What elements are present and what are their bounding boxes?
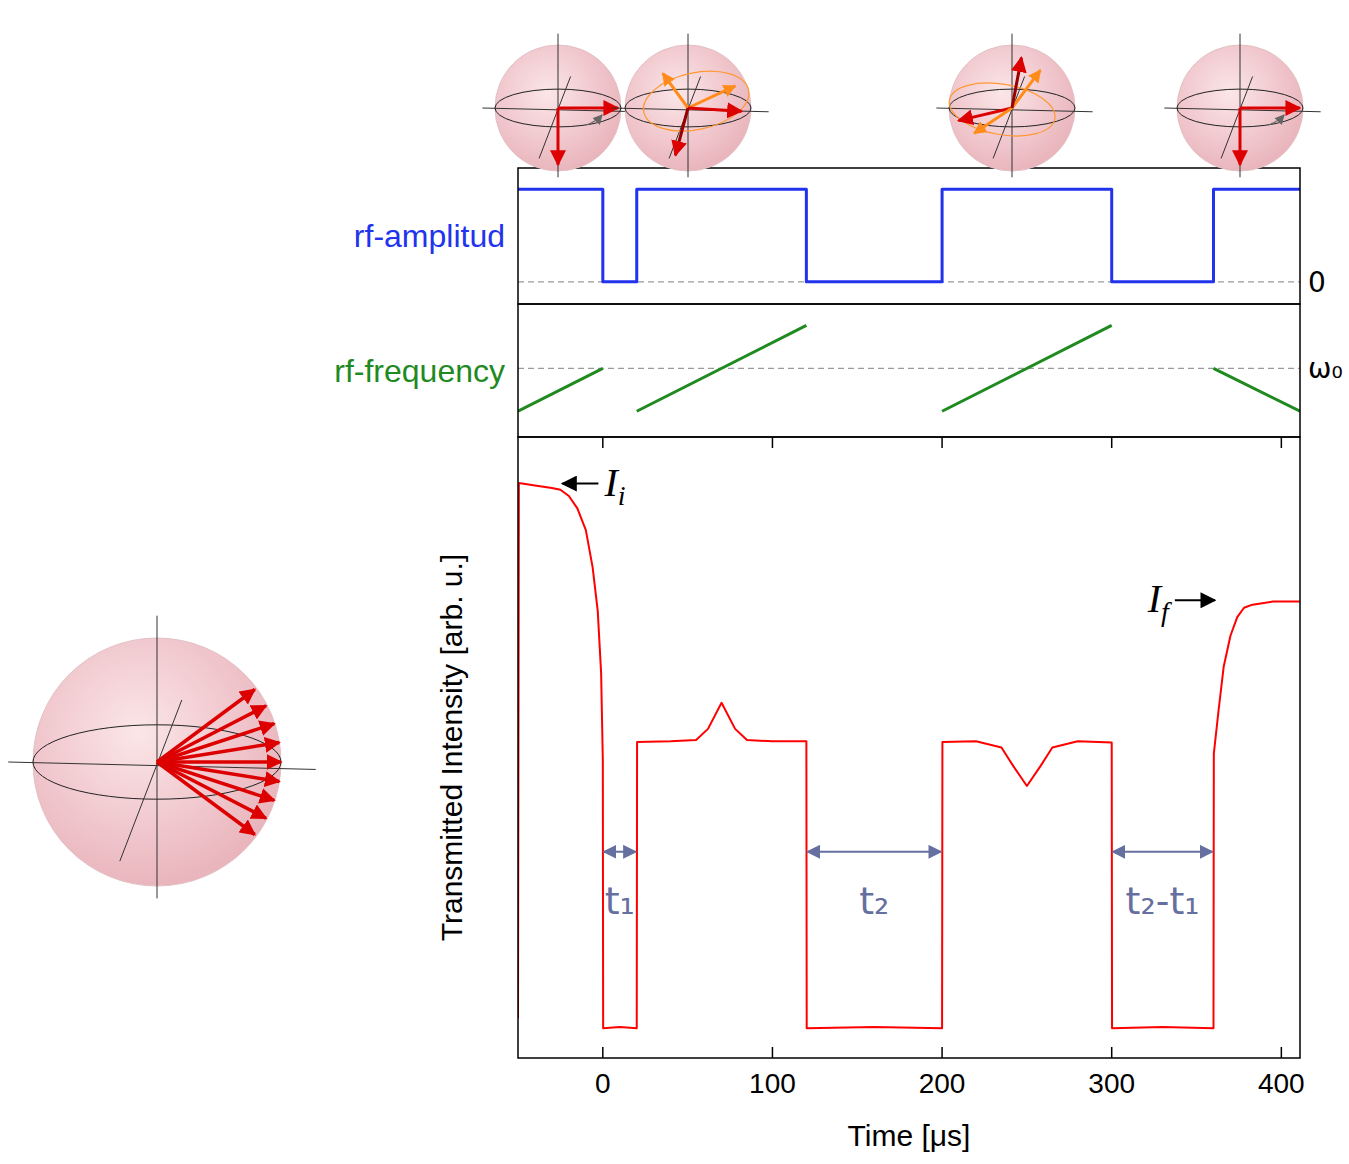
annotation-label: Ii [603, 460, 625, 511]
spin-vector [157, 762, 274, 800]
spin-vector [1239, 108, 1242, 165]
x-tick-top [1281, 437, 1283, 448]
time-span-arrow [807, 851, 941, 853]
spin-vector [688, 86, 735, 108]
sphere-axis [612, 108, 768, 112]
plot-area [518, 483, 1300, 1028]
panel-frame [518, 437, 1300, 1058]
y-tick-label: 0 [1308, 266, 1326, 299]
annotation-sub: i [618, 480, 626, 511]
y-axis-title: rf-amplitud [354, 218, 505, 254]
x-tick-top [772, 437, 774, 448]
plot-area [518, 325, 1300, 411]
bloch-sphere [482, 34, 638, 178]
panel-frame [518, 168, 1300, 304]
sphere-axis [120, 700, 182, 861]
data-line [518, 189, 1300, 282]
spin-vector [675, 108, 688, 155]
bloch-sphere [8, 616, 316, 899]
sphere-axis [1221, 77, 1253, 159]
spin-vector [557, 108, 560, 165]
figure: rf-amplitud 0 rf-frequency ω₀ Transmitted In… [0, 0, 1349, 1164]
annotation-sub: f [1161, 596, 1172, 627]
x-axis-title: Time [μs] [848, 1119, 971, 1152]
bloch-sphere [1164, 34, 1320, 178]
time-span-label: t₁ [605, 879, 635, 923]
x-tick [1111, 1047, 1113, 1058]
x-tick-label: 0 [595, 1068, 611, 1099]
spin-vector [157, 743, 279, 762]
x-tick-label: 400 [1258, 1068, 1305, 1099]
spin-vector [157, 762, 255, 835]
sphere-axis [1164, 108, 1320, 112]
annotation-arrow [1175, 599, 1215, 601]
time-span-label: t₂ [859, 879, 889, 923]
sphere-axis [539, 77, 571, 159]
spin-vector [974, 108, 1012, 133]
sphere-axis [936, 108, 1092, 112]
spin-vector [663, 73, 688, 108]
plot-area [518, 189, 1300, 282]
trajectory [945, 75, 1059, 143]
spin-vector [1012, 58, 1021, 108]
trajectory [638, 62, 755, 140]
grid-line [518, 368, 1300, 369]
x-tick-top [941, 437, 943, 448]
precession-arrow [586, 115, 602, 125]
panel-frame [518, 304, 1300, 437]
annotation-label: If [1147, 576, 1172, 627]
x-tick-top [602, 437, 604, 448]
sphere-axis [558, 34, 559, 178]
x-tick-top [1111, 437, 1113, 448]
x-tick [602, 1047, 604, 1058]
precession-arrow [1268, 115, 1284, 125]
annotation-arrow [562, 483, 598, 485]
sphere-axis [1240, 34, 1241, 178]
x-tick-label: 100 [749, 1068, 796, 1099]
x-tick [772, 1047, 774, 1058]
time-span-label: t₂-t₁ [1126, 879, 1200, 923]
y-tick-label: ω₀ [1308, 352, 1343, 385]
x-tick [1281, 1047, 1283, 1058]
bloch-sphere [936, 34, 1092, 178]
data-line [518, 483, 1300, 1028]
y-axis-title: Transmitted Intensity [arb. u.] [435, 554, 468, 941]
y-axis-title: rf-frequency [334, 353, 505, 389]
time-span-arrow [604, 851, 636, 853]
spin-vector [157, 689, 255, 762]
bloch-sphere [612, 34, 768, 178]
x-tick-label: 200 [919, 1068, 966, 1099]
time-span-arrow [1113, 851, 1213, 853]
spin-vector [157, 762, 266, 818]
sphere-axis [157, 616, 158, 899]
x-tick [941, 1047, 943, 1058]
x-tick-label: 300 [1088, 1068, 1135, 1099]
spin-vector [558, 107, 618, 110]
spin-vector [1240, 107, 1300, 110]
spin-vector [688, 108, 742, 111]
data-line [518, 325, 1300, 411]
spin-vector [157, 724, 274, 762]
